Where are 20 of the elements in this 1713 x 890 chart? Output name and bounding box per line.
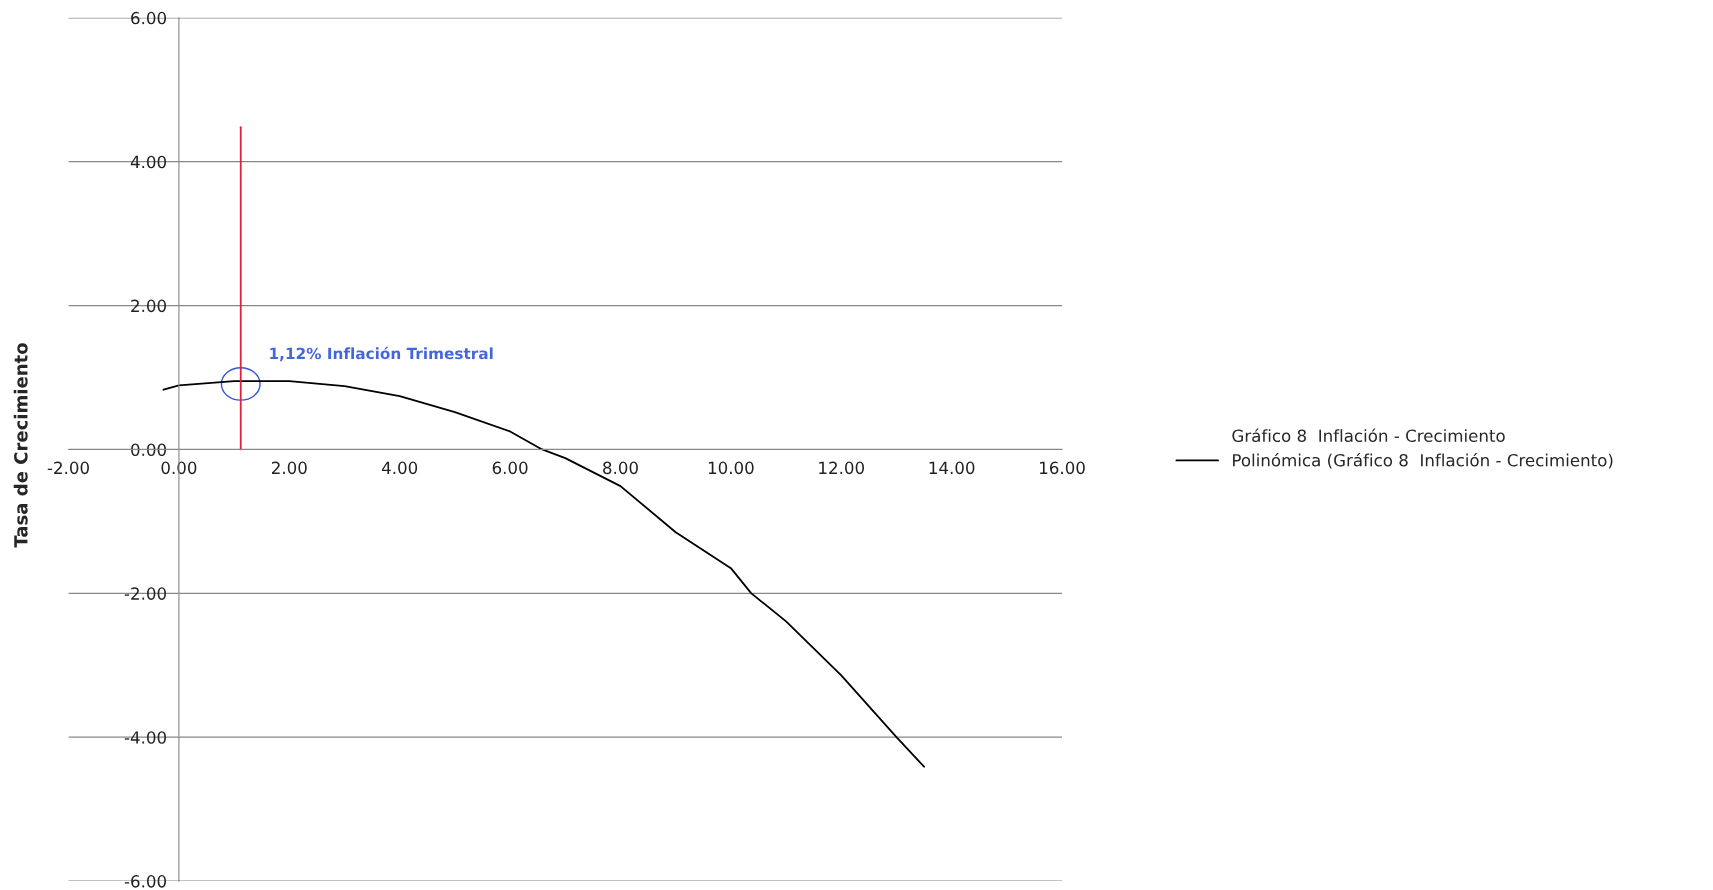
legend-label: Polinómica (Gráfico 8 Inflación - Crecimiento) bbox=[1233, 452, 1613, 469]
annotation: 1,12% Inflación Trimestral bbox=[270, 346, 493, 362]
x-tick-label: 8.00 bbox=[603, 461, 638, 475]
x-tick-label: 6.00 bbox=[492, 461, 528, 475]
y-tick-label: -2.00 bbox=[124, 587, 166, 600]
x-tick-label: 0.00 bbox=[161, 461, 197, 475]
y-tick-label: 2.00 bbox=[131, 299, 166, 313]
x-tick-label: 2.00 bbox=[271, 461, 307, 475]
x-tick-label: 14.00 bbox=[929, 461, 975, 475]
y-tick-label: -4.00 bbox=[124, 731, 166, 744]
y-axis-title: Tasa de Crecimiento bbox=[13, 343, 28, 548]
y-tick-label: -6.00 bbox=[124, 875, 166, 888]
x-tick-label: -2.00 bbox=[47, 461, 89, 475]
x-tick-label: 16.00 bbox=[1040, 461, 1085, 475]
x-tick-label: 4.00 bbox=[381, 461, 418, 475]
x-tick-label: 12.00 bbox=[819, 461, 865, 475]
y-tick-label: 4.00 bbox=[130, 155, 166, 169]
y-tick-label: 6.00 bbox=[131, 11, 166, 25]
legend-label: Gráfico 8 Inflación - Crecimiento bbox=[1232, 428, 1505, 443]
x-tick-label: 10.00 bbox=[708, 461, 754, 475]
